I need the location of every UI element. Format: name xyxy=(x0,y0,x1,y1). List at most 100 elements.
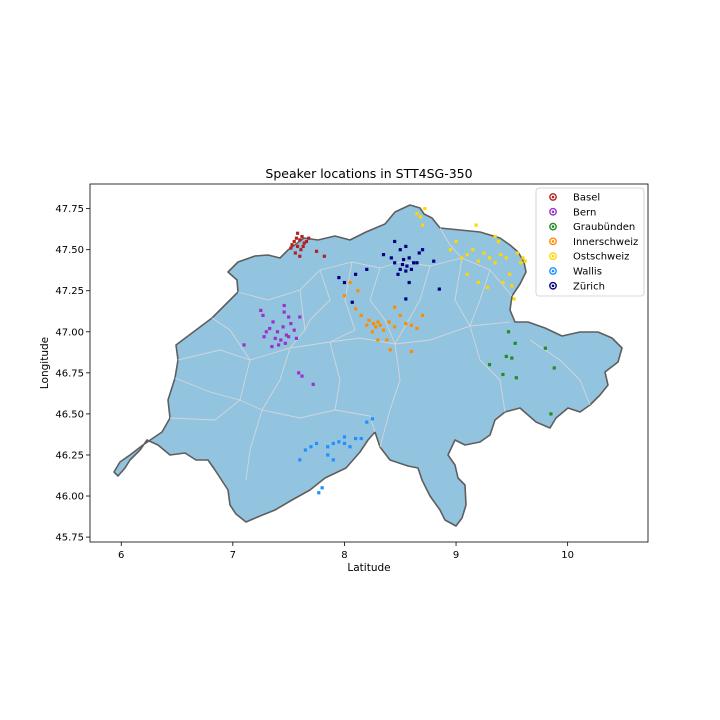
data-point xyxy=(415,261,419,265)
data-point xyxy=(476,259,480,263)
data-point xyxy=(521,256,525,260)
data-point xyxy=(409,349,414,354)
data-point xyxy=(292,239,296,244)
data-point xyxy=(504,256,508,260)
data-point xyxy=(482,251,486,255)
data-point xyxy=(508,272,512,276)
legend-marker-ring xyxy=(549,252,557,261)
data-point xyxy=(378,323,382,327)
data-point xyxy=(487,256,492,260)
series-graubunden xyxy=(487,330,556,416)
series-wallis xyxy=(298,417,374,495)
data-point xyxy=(499,253,503,257)
data-point xyxy=(322,254,326,258)
data-point xyxy=(543,346,547,350)
data-point xyxy=(420,313,425,317)
legend-label: Basel xyxy=(573,193,600,204)
data-point xyxy=(287,315,291,319)
data-point xyxy=(314,249,319,253)
data-point xyxy=(371,321,376,326)
data-point xyxy=(501,372,505,377)
data-point xyxy=(404,297,408,301)
data-point xyxy=(365,323,369,327)
data-point xyxy=(354,436,358,441)
speaker-points xyxy=(242,207,556,495)
x-tick-label: 7 xyxy=(230,550,236,561)
legend-marker-dot xyxy=(551,210,555,214)
legend-item-ostschweiz: Ostschweiz xyxy=(549,252,629,263)
data-point xyxy=(307,236,311,240)
data-point xyxy=(420,248,425,252)
data-point xyxy=(389,256,393,260)
legend-box xyxy=(535,187,645,297)
data-point xyxy=(284,333,289,337)
switzerland-map xyxy=(113,204,623,527)
data-point xyxy=(409,267,414,271)
data-point xyxy=(393,239,397,244)
data-point xyxy=(342,294,347,298)
data-point xyxy=(298,254,302,258)
plot-frame xyxy=(89,183,649,543)
legend-marker-dot xyxy=(551,240,555,243)
data-point xyxy=(407,280,411,285)
data-point xyxy=(418,215,422,219)
data-point xyxy=(348,280,352,285)
data-point xyxy=(374,325,378,329)
legend-marker-dot xyxy=(551,254,555,258)
data-point xyxy=(504,354,508,359)
data-point xyxy=(300,374,304,378)
data-point xyxy=(354,272,358,276)
data-point xyxy=(465,253,469,257)
data-point xyxy=(294,236,299,240)
data-point xyxy=(337,276,341,280)
data-point xyxy=(365,267,369,271)
data-point xyxy=(262,335,266,339)
chart-title: Speaker locations in STT4SG-350 xyxy=(265,166,472,181)
data-point xyxy=(370,330,374,334)
data-point xyxy=(337,440,341,444)
y-tick-label: 46.50 xyxy=(55,409,84,420)
data-point xyxy=(549,412,553,416)
data-point xyxy=(354,307,358,311)
data-point xyxy=(398,267,402,271)
data-point xyxy=(303,448,307,452)
legend-label: Graubünden xyxy=(573,222,635,233)
legend-item-zurich: Zürich xyxy=(549,281,605,292)
data-point xyxy=(259,308,263,313)
data-point xyxy=(387,320,391,324)
data-point xyxy=(476,280,480,285)
data-point xyxy=(342,441,347,446)
data-point xyxy=(448,248,453,252)
data-point xyxy=(404,244,408,249)
legend: Basel Bern Graubünden Innerschweiz Ostschwei… xyxy=(535,187,645,297)
data-point xyxy=(314,441,319,446)
legend-marker-dot xyxy=(551,195,555,199)
data-point xyxy=(261,313,265,317)
series-ostschweiz xyxy=(415,207,527,301)
data-point xyxy=(398,248,402,252)
country-outline xyxy=(113,204,623,527)
data-point xyxy=(331,441,335,446)
data-point xyxy=(501,280,505,285)
data-point xyxy=(393,305,397,309)
data-point xyxy=(420,223,425,227)
data-point xyxy=(510,356,514,360)
data-point xyxy=(515,251,520,255)
data-point xyxy=(270,344,274,349)
data-point xyxy=(552,366,556,370)
data-point xyxy=(282,303,286,308)
y-axis-label: Longitude xyxy=(39,337,51,389)
legend-label: Ostschweiz xyxy=(573,252,629,263)
data-point xyxy=(359,436,363,441)
data-point xyxy=(264,330,268,334)
x-tick-label: 8 xyxy=(341,550,347,561)
canton-boundaries xyxy=(169,227,591,481)
data-point xyxy=(510,284,514,288)
data-point xyxy=(367,318,371,322)
data-point xyxy=(423,207,427,211)
y-tick-label: 47.25 xyxy=(55,286,84,297)
data-point xyxy=(289,321,293,326)
data-point xyxy=(381,328,386,332)
